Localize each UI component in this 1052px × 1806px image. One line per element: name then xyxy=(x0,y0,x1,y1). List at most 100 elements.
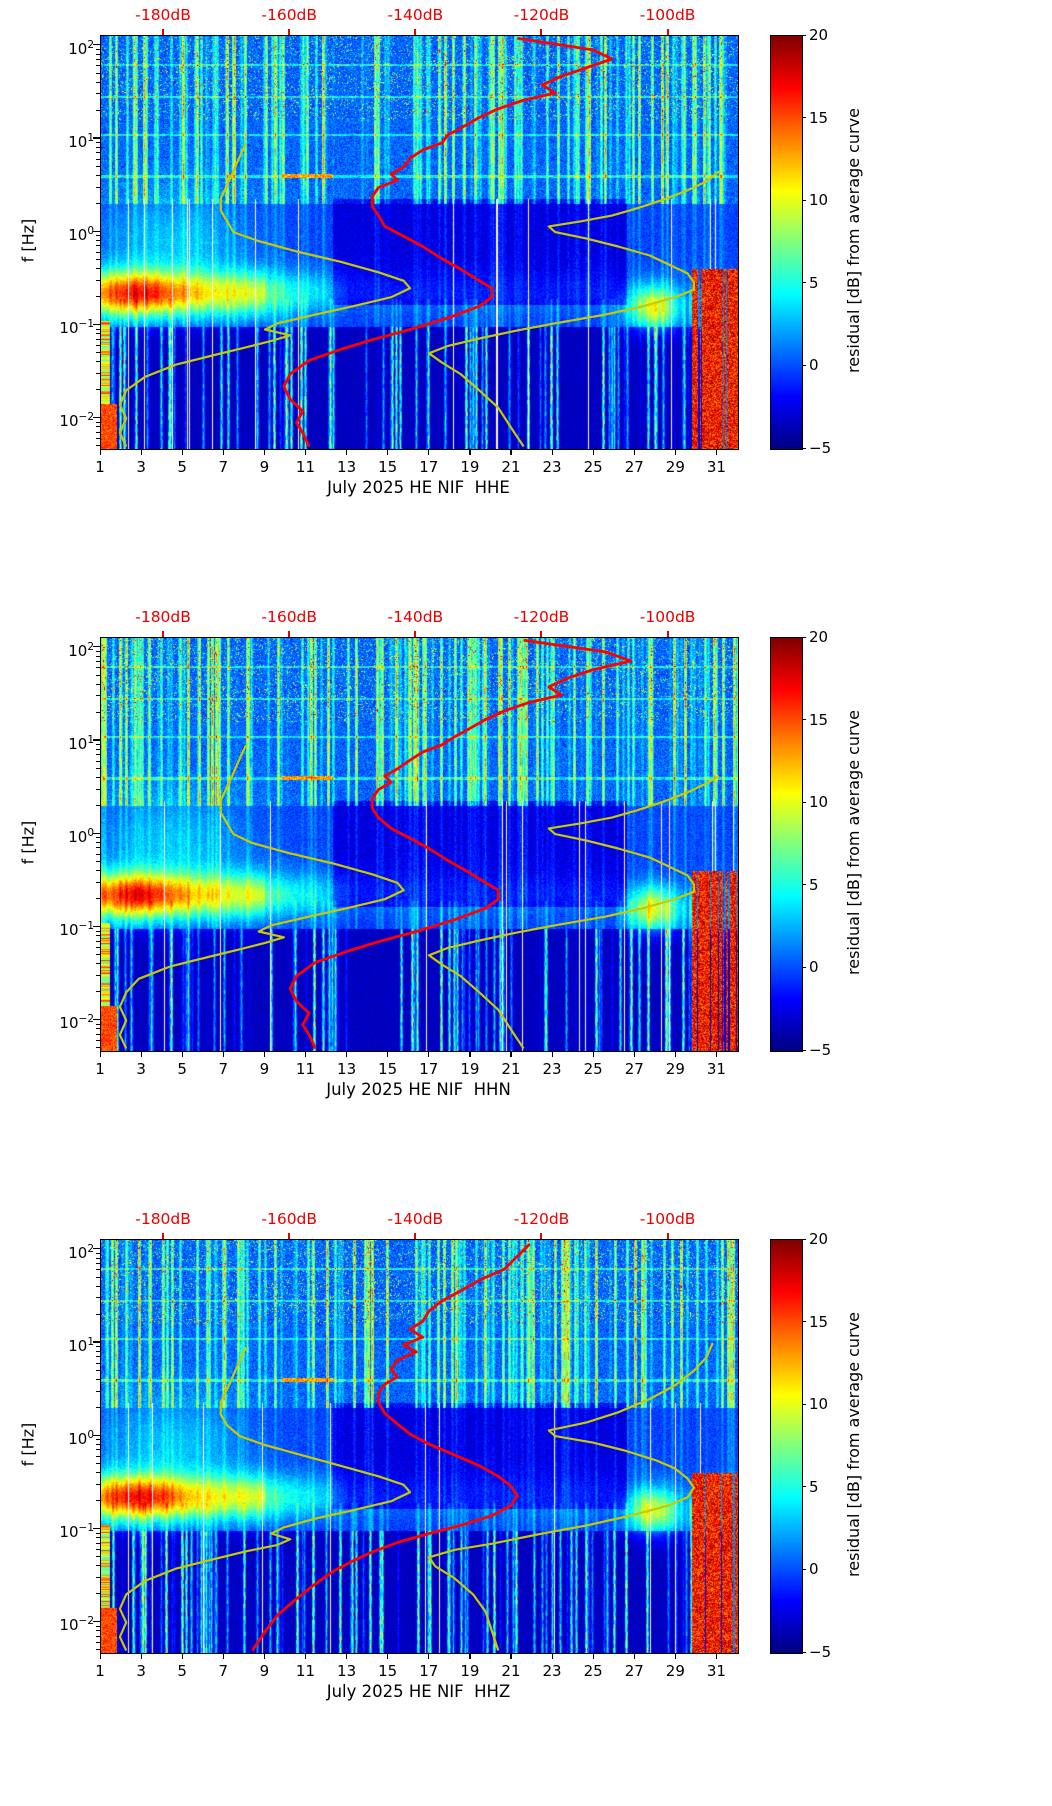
top-db-axis-tick xyxy=(414,1233,417,1239)
top-db-axis-tick xyxy=(288,631,291,637)
x-tick xyxy=(263,449,266,455)
top-db-axis-tick-label: -180dB xyxy=(135,1210,191,1228)
colorbar-tick-label: 20 xyxy=(809,1230,829,1248)
y-minor-tick xyxy=(96,186,100,188)
top-db-axis-tick xyxy=(162,1233,165,1239)
y-minor-tick xyxy=(96,776,100,778)
psd-overlay-curves xyxy=(118,36,720,448)
y-minor-tick xyxy=(96,1362,100,1364)
y-minor-tick xyxy=(96,158,100,160)
y-minor-tick xyxy=(96,1040,100,1042)
y-minor-tick xyxy=(96,1252,100,1254)
x-tick-label: 25 xyxy=(583,1662,603,1680)
top-db-axis-tick xyxy=(288,1233,291,1239)
x-tick-label: 21 xyxy=(501,1060,521,1078)
x-tick-label: 29 xyxy=(665,458,685,476)
x-tick xyxy=(715,1653,718,1659)
y-minor-tick xyxy=(96,881,100,883)
x-tick-label: 25 xyxy=(583,1060,603,1078)
y-minor-tick xyxy=(96,1263,100,1265)
y-minor-tick xyxy=(96,1455,100,1457)
x-tick xyxy=(346,1051,348,1057)
x-axis-label: July 2025 HE NIF HHE xyxy=(327,478,510,497)
x-tick-label: 15 xyxy=(378,1662,398,1680)
y-minor-tick xyxy=(96,1276,100,1278)
plot-area xyxy=(100,1239,739,1654)
y-minor-tick xyxy=(96,963,100,965)
x-tick xyxy=(140,1051,142,1057)
x-tick xyxy=(263,1051,266,1057)
y-minor-tick xyxy=(96,837,100,839)
top-db-axis-tick-label: -160dB xyxy=(261,6,318,24)
y-minor-tick xyxy=(96,372,100,374)
y-tick-label: 102 xyxy=(68,640,94,660)
y-minor-tick xyxy=(96,1297,100,1299)
x-tick-label: 1 xyxy=(95,458,105,476)
x-tick xyxy=(715,1051,718,1057)
x-axis-label: July 2025 HE NIF HHZ xyxy=(326,1682,511,1701)
y-tick xyxy=(93,1248,100,1250)
top-db-axis-tick-label: -120dB xyxy=(513,608,570,626)
x-tick xyxy=(715,449,718,455)
colorbar-tick xyxy=(802,447,806,449)
y-minor-tick xyxy=(96,1593,100,1595)
colorbar-tick-label: 15 xyxy=(809,1312,829,1331)
y-minor-tick xyxy=(96,259,100,261)
x-tick-label: 9 xyxy=(259,458,270,476)
colorbar-tick-label: 10 xyxy=(809,793,829,812)
percentile-low-curve xyxy=(118,744,405,1049)
x-tick xyxy=(99,1653,101,1659)
colorbar-tick-label: 15 xyxy=(809,710,829,729)
y-minor-tick xyxy=(96,445,100,447)
x-tick-label: 17 xyxy=(419,1662,439,1680)
x-axis-label: July 2025 HE NIF HHN xyxy=(326,1080,511,1099)
y-minor-tick xyxy=(96,1378,100,1380)
x-tick-label: 11 xyxy=(295,1060,316,1078)
y-tick-label: 101 xyxy=(68,131,94,151)
x-tick xyxy=(633,1653,635,1659)
y-minor-tick xyxy=(96,788,100,790)
colorbar-tick xyxy=(802,364,806,367)
x-tick-label: 5 xyxy=(177,458,187,476)
x-tick-label: 21 xyxy=(501,458,521,476)
top-db-axis-tick xyxy=(666,29,669,35)
x-tick-label: 11 xyxy=(295,1662,316,1680)
y-minor-tick xyxy=(96,426,100,428)
x-tick xyxy=(592,1653,594,1659)
y-minor-tick xyxy=(96,93,100,95)
y-minor-tick xyxy=(96,1257,100,1259)
y-minor-tick xyxy=(96,683,100,685)
x-tick-label: 3 xyxy=(136,1060,146,1078)
y-minor-tick xyxy=(96,361,100,363)
colorbar-tick xyxy=(802,801,806,803)
x-tick-label: 31 xyxy=(706,1662,726,1680)
y-minor-tick xyxy=(96,1472,100,1474)
top-db-axis-tick xyxy=(162,29,165,35)
y-tick xyxy=(93,1434,100,1436)
y-minor-tick xyxy=(96,1023,100,1025)
x-tick-label: 17 xyxy=(419,1060,439,1078)
colorbar-tick xyxy=(802,117,806,119)
top-db-axis-tick xyxy=(288,29,291,35)
x-tick-label: 27 xyxy=(624,1060,644,1078)
x-tick-label: 23 xyxy=(542,458,562,476)
x-tick xyxy=(674,1653,677,1659)
y-minor-tick xyxy=(96,389,100,391)
y-axis-label: f [Hz] xyxy=(18,218,38,263)
y-axis-label: f [Hz] xyxy=(18,1422,38,1467)
colorbar-tick-label: −5 xyxy=(809,1041,832,1059)
colorbar-tick xyxy=(802,1321,806,1323)
percentile-low-curve xyxy=(118,1346,412,1651)
x-tick-label: 31 xyxy=(706,458,726,476)
colorbar-tick xyxy=(802,1238,806,1240)
colorbar-tick xyxy=(802,34,806,36)
x-tick-label: 23 xyxy=(542,1060,562,1078)
x-tick-label: 19 xyxy=(460,1060,480,1078)
y-tick xyxy=(93,230,100,232)
mean-psd-curve xyxy=(251,1242,531,1652)
colorbar xyxy=(770,1239,803,1654)
x-tick xyxy=(346,1653,348,1659)
y-tick-label: 10−2 xyxy=(59,411,94,431)
y-tick-label: 102 xyxy=(68,1242,94,1262)
x-tick xyxy=(428,1051,430,1057)
